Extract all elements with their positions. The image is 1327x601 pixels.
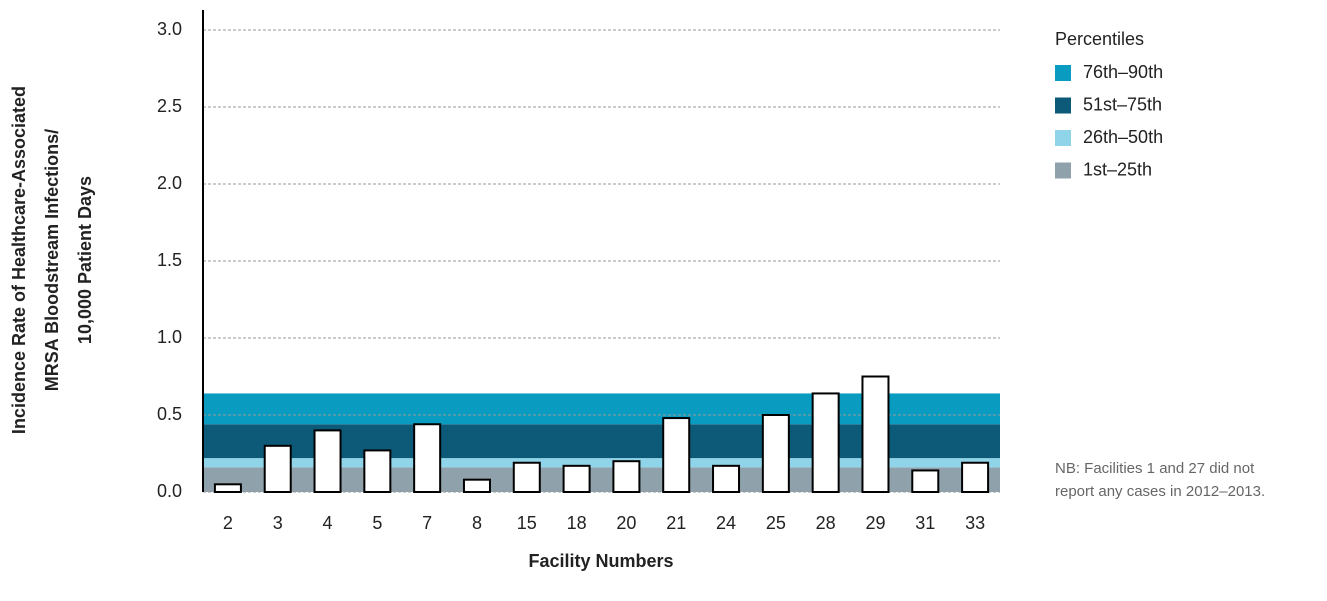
x-tick-label: 33 — [965, 513, 985, 533]
x-tick-label: 5 — [372, 513, 382, 533]
y-tick-label: 1.0 — [157, 327, 182, 347]
x-tick-label: 15 — [517, 513, 537, 533]
x-tick-label: 3 — [273, 513, 283, 533]
x-tick-label: 18 — [567, 513, 587, 533]
bar — [811, 392, 840, 493]
legend-label: 51st–75th — [1083, 94, 1162, 114]
bar — [562, 464, 591, 494]
x-tick-label: 20 — [616, 513, 636, 533]
legend-label: 26th–50th — [1083, 127, 1163, 147]
y-tick-label: 2.0 — [157, 173, 182, 193]
y-axis-label: Incidence Rate of Healthcare-Associated — [9, 86, 29, 434]
bar — [413, 423, 442, 493]
x-tick-label: 25 — [766, 513, 786, 533]
legend-label: 1st–25th — [1083, 159, 1152, 179]
x-tick-label: 31 — [915, 513, 935, 533]
legend-swatch — [1055, 130, 1071, 146]
bar — [911, 469, 940, 494]
x-tick-label: 21 — [666, 513, 686, 533]
legend-swatch — [1055, 65, 1071, 81]
bar — [462, 478, 491, 493]
x-tick-label: 2 — [223, 513, 233, 533]
y-tick-label: 0.5 — [157, 404, 182, 424]
bar — [662, 417, 691, 493]
y-axis-label: MRSA Bloodstream Infections/ — [42, 129, 62, 391]
note: NB: Facilities 1 and 27 did not — [1055, 460, 1255, 477]
bar — [363, 449, 392, 494]
y-tick-label: 2.5 — [157, 96, 182, 116]
y-tick-label: 0.0 — [157, 481, 182, 501]
legend-title: Percentiles — [1055, 29, 1144, 49]
y-tick-label: 3.0 — [157, 19, 182, 39]
bar — [313, 429, 342, 493]
note: report any cases in 2012–2013. — [1055, 483, 1265, 500]
y-axis-label: 10,000 Patient Days — [75, 176, 95, 344]
x-tick-label: 4 — [323, 513, 333, 533]
bar — [213, 483, 242, 493]
legend-label: 76th–90th — [1083, 62, 1163, 82]
y-tick-label: 1.5 — [157, 250, 182, 270]
x-axis-label: Facility Numbers — [528, 551, 673, 571]
bar — [263, 444, 292, 493]
legend-swatch — [1055, 97, 1071, 114]
bar — [612, 460, 641, 494]
bar — [861, 375, 890, 493]
x-tick-label: 8 — [472, 513, 482, 533]
x-tick-label: 28 — [816, 513, 836, 533]
x-tick-label: 24 — [716, 513, 736, 533]
x-tick-label: 7 — [422, 513, 432, 533]
percentile-band — [203, 458, 1000, 468]
bar — [761, 414, 790, 493]
bar — [961, 461, 990, 493]
legend-swatch — [1055, 162, 1071, 179]
bar — [712, 464, 741, 494]
bar — [512, 461, 541, 493]
x-tick-label: 29 — [865, 513, 885, 533]
